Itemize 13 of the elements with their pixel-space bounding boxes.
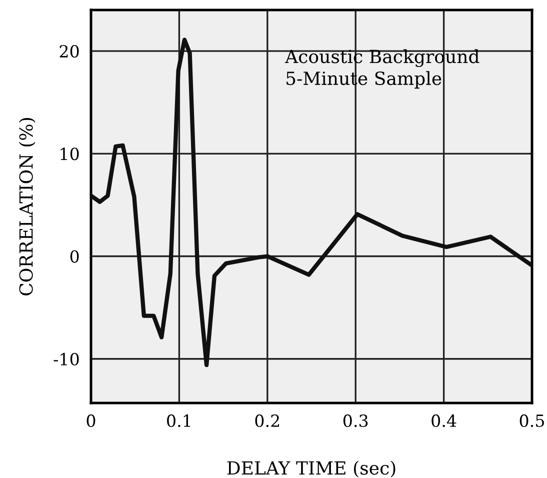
y-tick-label: -10: [54, 352, 79, 366]
x-tick-label: 0.5: [520, 414, 544, 428]
x-tick-label: 0: [86, 414, 96, 428]
x-tick-label: 0.4: [432, 414, 456, 428]
x-axis-title: DELAY TIME (sec): [227, 460, 396, 478]
y-tick-label: 20: [60, 45, 79, 58]
y-tick-label: 0: [70, 250, 79, 263]
x-tick-label: 0.1: [167, 414, 190, 428]
line-series: [91, 38, 532, 368]
y-tick-label: 10: [60, 148, 79, 160]
x-tick-label: 0.3: [343, 414, 368, 428]
x-tick-label: 0.2: [255, 414, 280, 428]
y-axis-title: CORRELATION (%): [18, 118, 36, 296]
